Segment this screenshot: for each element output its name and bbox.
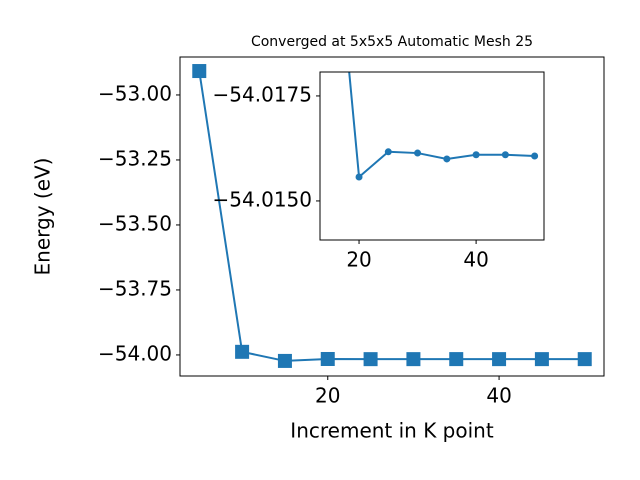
y-tick-label: −53.00 [98,81,172,105]
y-tick-label: −54.00 [98,341,172,365]
marker [449,352,464,367]
axes-frame [179,56,605,377]
y-tick-label: −53.50 [98,211,172,235]
y-axis-label: Energy (eV) [31,158,55,276]
chart-title: Converged at 5x5x5 Automatic Mesh 25 [251,34,533,50]
plot-content [192,64,592,368]
marker [414,149,422,157]
marker [472,151,480,159]
marker [492,352,507,367]
marker [501,151,509,159]
marker [384,148,392,156]
series-line [198,70,585,362]
marker [363,352,378,367]
marker [443,155,451,163]
y-tick-label: −54.0150 [213,187,312,211]
marker [406,352,421,367]
marker [577,352,592,367]
series-line [348,72,535,180]
axes-frame [319,71,545,241]
x-tick-label: 40 [486,384,511,408]
x-axis-label: Increment in K point [290,419,494,443]
x-tick-label: 40 [463,248,488,272]
marker [534,352,549,367]
y-tick-label: −53.75 [98,276,172,300]
marker [355,173,363,181]
marker [235,344,250,359]
x-tick-label: 20 [346,248,371,272]
x-tick-label: 20 [315,384,340,408]
y-tick-label: −54.0175 [213,82,312,106]
marker [320,351,335,366]
y-tick-label: −53.25 [98,146,172,170]
marker [192,64,207,79]
marker [277,353,292,368]
marker [531,152,539,160]
plot-content [348,72,539,181]
